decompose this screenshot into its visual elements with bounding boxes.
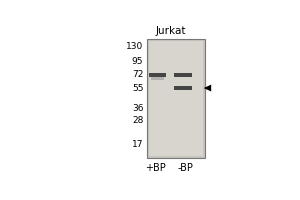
Text: -BP: -BP	[177, 163, 193, 173]
FancyBboxPatch shape	[148, 73, 166, 77]
Polygon shape	[204, 85, 211, 91]
Text: 72: 72	[132, 70, 143, 79]
Text: 55: 55	[132, 84, 143, 93]
Text: +BP: +BP	[145, 163, 165, 173]
FancyBboxPatch shape	[147, 39, 205, 158]
Text: 130: 130	[126, 42, 143, 51]
FancyBboxPatch shape	[174, 86, 191, 90]
Text: 36: 36	[132, 104, 143, 113]
FancyBboxPatch shape	[174, 73, 191, 77]
Text: Jurkat: Jurkat	[156, 26, 186, 36]
Text: 95: 95	[132, 57, 143, 66]
Text: 28: 28	[132, 116, 143, 125]
Text: 17: 17	[132, 140, 143, 149]
FancyBboxPatch shape	[149, 41, 202, 156]
FancyBboxPatch shape	[151, 77, 164, 80]
